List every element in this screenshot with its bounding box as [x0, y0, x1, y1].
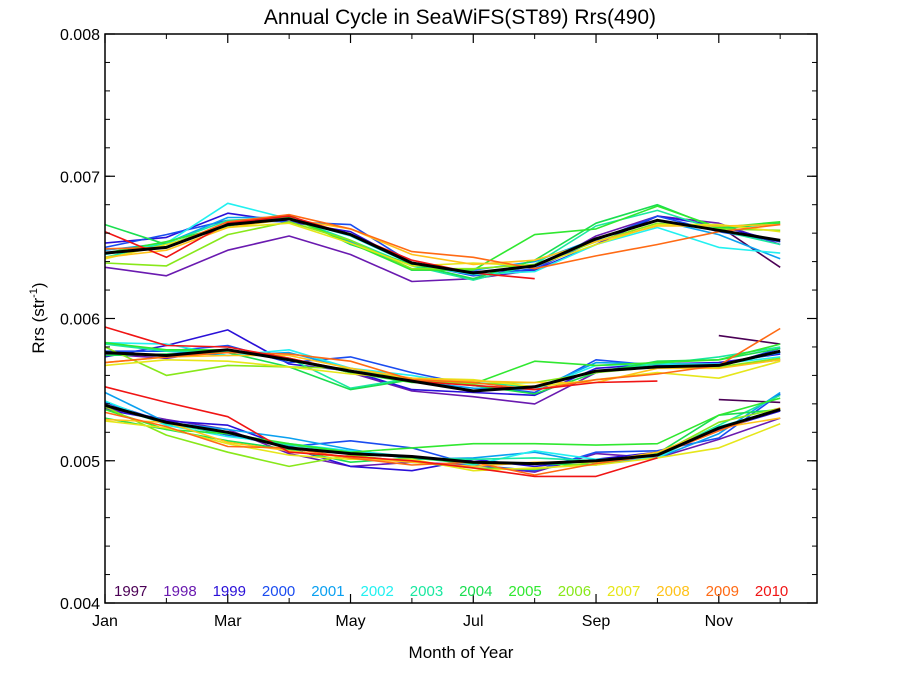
legend-entry-2007: 2007: [607, 583, 640, 600]
legend-entry-1999: 1999: [213, 583, 246, 600]
x-tick-label: Mar: [214, 613, 242, 630]
chart-title: Annual Cycle in SeaWiFS(ST89) Rrs(490): [264, 6, 656, 29]
x-tick-label: Sep: [582, 613, 611, 630]
legend-entry-1997: 1997: [114, 583, 147, 600]
mean-line-middle: [104, 348, 781, 393]
series-line-2009-upper: [104, 213, 781, 270]
y-tick-label: 0.005: [60, 454, 100, 471]
legend: 1997 1998 1999 2000 2001 2002 2003 2004 2005 2006…: [114, 583, 788, 600]
x-tick-label: May: [335, 613, 365, 630]
legend-entry-2000: 2000: [262, 583, 295, 600]
series-line-2005-upper: [104, 205, 781, 271]
x-axis-label: Month of Year: [409, 643, 514, 662]
legend-entry-2009: 2009: [706, 583, 739, 600]
legend-entry-2001: 2001: [311, 583, 344, 600]
series-line-1997-middle: [718, 334, 781, 345]
legend-entry-2006: 2006: [558, 583, 591, 600]
y-tick-label: 0.008: [60, 27, 100, 44]
y-axis-label-main: Rrs (str: [29, 298, 48, 354]
y-axis-label: Rrs (str-1): [28, 282, 48, 353]
y-axis-label-superscript: -1: [28, 288, 40, 298]
series-line-1998-middle: [104, 349, 781, 405]
series-line-2007-upper: [104, 222, 781, 267]
x-tick-label: Nov: [705, 613, 733, 630]
y-axis-ticks: 0.004 0.005 0.006 0.007 0.008: [60, 27, 817, 613]
legend-entry-2005: 2005: [508, 583, 541, 600]
series-line-2005-lower: [104, 397, 781, 453]
legend-entry-2003: 2003: [410, 583, 443, 600]
mean-line-lower: [104, 403, 781, 466]
series-line-2009-middle: [104, 327, 781, 391]
y-tick-label: 0.006: [60, 312, 100, 329]
x-tick-label: Jan: [92, 613, 118, 630]
legend-entry-2002: 2002: [361, 583, 394, 600]
legend-entry-2008: 2008: [656, 583, 689, 600]
plot-frame: [104, 33, 818, 604]
legend-entry-1998: 1998: [163, 583, 196, 600]
series-layer: [104, 202, 781, 478]
legend-entry-2010: 2010: [755, 583, 788, 600]
mean-line-upper: [104, 217, 781, 275]
series-line-2003-upper: [104, 209, 781, 281]
x-tick-label: Jul: [463, 613, 483, 630]
mean-layer: [104, 217, 781, 466]
x-axis-ticks: Jan Mar May Jul Sep Nov: [92, 34, 781, 630]
series-line-2008-middle: [104, 354, 781, 384]
legend-entry-2004: 2004: [459, 583, 492, 600]
y-axis-label-close: ): [29, 282, 48, 288]
series-line-2010-lower: [104, 386, 658, 478]
series-line-2008-upper: [104, 218, 781, 266]
y-tick-label: 0.007: [60, 169, 100, 186]
y-tick-label: 0.004: [60, 596, 100, 613]
